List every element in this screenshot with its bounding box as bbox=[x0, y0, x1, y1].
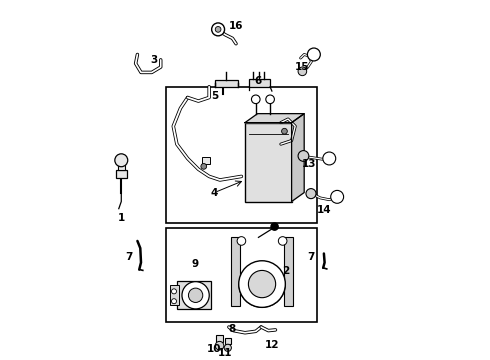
Circle shape bbox=[298, 150, 309, 161]
Circle shape bbox=[331, 190, 343, 203]
Text: 7: 7 bbox=[125, 252, 132, 262]
Circle shape bbox=[278, 237, 287, 245]
Bar bbox=[245, 123, 292, 202]
Text: 5: 5 bbox=[211, 91, 218, 101]
Bar bbox=[248, 79, 270, 87]
Circle shape bbox=[323, 152, 336, 165]
Bar bbox=[166, 87, 317, 223]
Bar bbox=[216, 335, 223, 342]
Circle shape bbox=[239, 261, 285, 307]
Text: 15: 15 bbox=[295, 62, 310, 72]
Bar bbox=[166, 228, 317, 321]
Circle shape bbox=[266, 95, 274, 104]
Circle shape bbox=[215, 341, 224, 350]
Circle shape bbox=[182, 282, 209, 309]
Circle shape bbox=[115, 154, 128, 167]
Circle shape bbox=[237, 237, 245, 245]
Text: 4: 4 bbox=[211, 188, 218, 198]
Circle shape bbox=[306, 189, 316, 199]
Circle shape bbox=[251, 95, 260, 104]
Bar bbox=[116, 170, 126, 178]
Bar bbox=[170, 285, 179, 305]
Polygon shape bbox=[285, 237, 294, 306]
Circle shape bbox=[298, 67, 307, 76]
Text: 8: 8 bbox=[229, 324, 236, 334]
Text: 1: 1 bbox=[118, 213, 125, 222]
Circle shape bbox=[212, 23, 224, 36]
Bar bbox=[215, 80, 238, 87]
Circle shape bbox=[215, 27, 221, 32]
Polygon shape bbox=[292, 114, 304, 202]
Text: 6: 6 bbox=[254, 76, 261, 86]
Bar bbox=[224, 338, 231, 344]
Text: 11: 11 bbox=[218, 348, 233, 358]
Text: 2: 2 bbox=[283, 266, 290, 276]
Text: 12: 12 bbox=[265, 340, 279, 350]
Text: 9: 9 bbox=[191, 259, 198, 269]
Text: 10: 10 bbox=[207, 343, 222, 354]
Circle shape bbox=[224, 344, 231, 351]
Circle shape bbox=[307, 48, 320, 61]
Polygon shape bbox=[231, 237, 240, 306]
Circle shape bbox=[172, 299, 176, 304]
Circle shape bbox=[172, 289, 176, 294]
Text: 14: 14 bbox=[317, 206, 331, 216]
Text: 16: 16 bbox=[229, 21, 243, 31]
Bar bbox=[118, 164, 125, 170]
Text: 3: 3 bbox=[150, 55, 157, 65]
Circle shape bbox=[282, 129, 287, 134]
Circle shape bbox=[248, 270, 276, 298]
Bar bbox=[202, 157, 210, 164]
Text: 13: 13 bbox=[302, 159, 317, 169]
Text: 7: 7 bbox=[308, 252, 315, 262]
Bar bbox=[177, 282, 211, 309]
Circle shape bbox=[271, 223, 278, 230]
Wedge shape bbox=[239, 284, 285, 307]
Circle shape bbox=[189, 288, 203, 302]
Circle shape bbox=[201, 163, 207, 169]
Polygon shape bbox=[245, 114, 304, 123]
